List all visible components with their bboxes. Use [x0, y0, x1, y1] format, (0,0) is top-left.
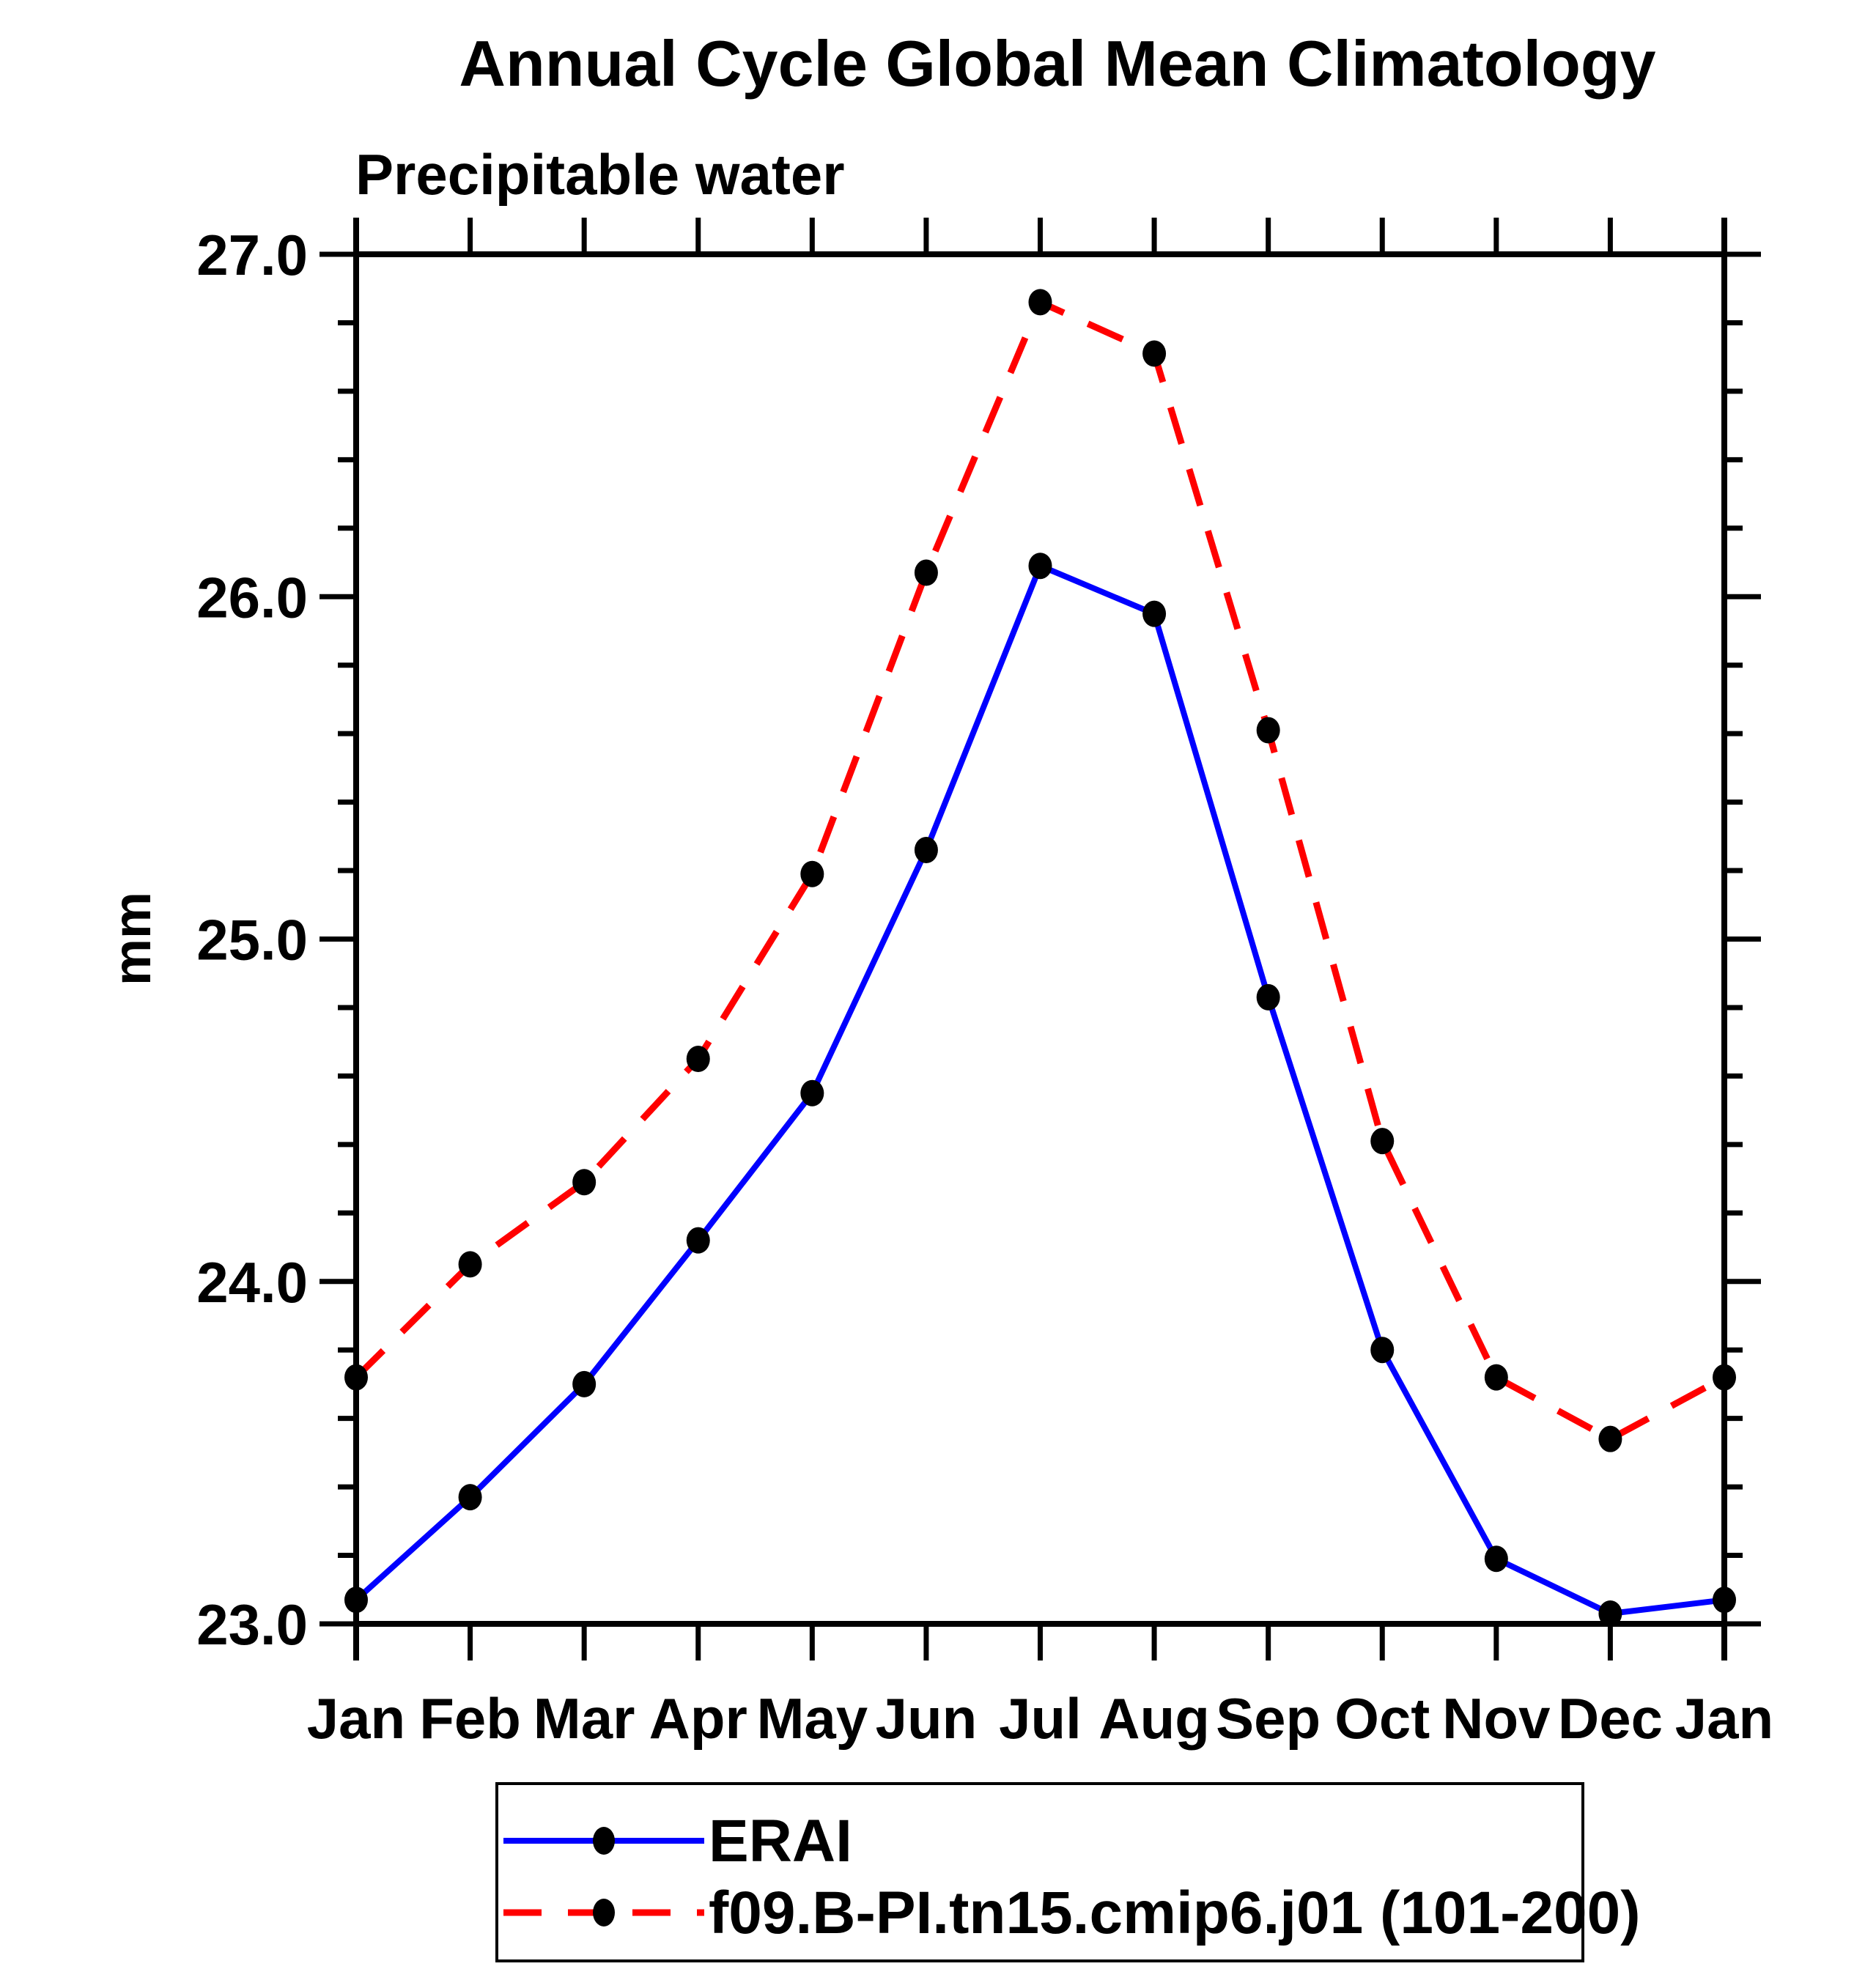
data-point-marker	[344, 1364, 368, 1391]
chart-subtitle: Precipitable water	[355, 142, 845, 207]
plot-series	[344, 289, 1736, 1627]
y-tick-label: 23.0	[196, 1592, 308, 1657]
x-tick-label: Oct	[1334, 1686, 1430, 1751]
legend-keys	[503, 1827, 704, 1926]
data-point-marker	[1370, 1337, 1395, 1364]
series-line-f09.B-PI.tn15.cmip6.j01 (101-200)	[353, 298, 1727, 1443]
data-point-marker	[344, 1586, 368, 1614]
data-point-marker	[1370, 1128, 1395, 1155]
data-point-marker	[1713, 1364, 1736, 1391]
data-point-marker	[1142, 340, 1167, 367]
x-tick-label: Feb	[419, 1686, 521, 1751]
y-tick-label: 24.0	[196, 1250, 308, 1315]
data-point-marker	[1598, 1425, 1622, 1452]
data-point-marker	[1256, 983, 1280, 1011]
x-tick-label: Dec	[1558, 1686, 1663, 1751]
plot-axes: Jan Feb Mar Apr May Jun Jul Aug Sep Oct Nov Dec Jan2…	[196, 218, 1773, 1751]
legend-label-f09: f09.B-PI.tn15.cmip6.j01 (101-200)	[709, 1880, 1641, 1946]
data-point-marker	[1028, 553, 1052, 580]
y-axis-label: mm	[103, 892, 162, 986]
data-point-marker	[1484, 1364, 1508, 1391]
y-tick-label: 25.0	[196, 908, 308, 972]
legend-marker	[593, 1899, 615, 1926]
data-point-marker	[914, 559, 938, 586]
data-point-marker	[572, 1169, 597, 1196]
data-point-marker	[1256, 717, 1280, 744]
x-tick-label: Mar	[533, 1686, 635, 1751]
y-tick-label: 26.0	[196, 565, 308, 629]
data-point-marker	[572, 1370, 597, 1397]
data-point-marker	[800, 860, 824, 887]
legend-box	[495, 1782, 1584, 1962]
data-point-marker	[458, 1251, 482, 1278]
legend: ERAI f09.B-PI.tn15.cmip6.j01 (101-200)	[495, 1782, 1641, 1962]
legend-label-erai: ERAI	[709, 1808, 852, 1874]
x-tick-label: Jul	[999, 1686, 1082, 1751]
chart-title: Annual Cycle Global Mean Climatology	[459, 27, 1655, 100]
x-tick-label: Sep	[1216, 1686, 1321, 1751]
x-tick-label: Jun	[876, 1686, 978, 1751]
series-line-ERAI	[354, 561, 1725, 1617]
x-tick-label: Jan	[1675, 1686, 1773, 1751]
data-point-marker	[914, 837, 938, 864]
x-tick-label: May	[756, 1686, 868, 1751]
data-point-marker	[1598, 1600, 1622, 1627]
data-point-marker	[686, 1046, 710, 1073]
legend-marker	[593, 1827, 615, 1855]
data-point-marker	[686, 1227, 710, 1254]
x-tick-label: Jan	[307, 1686, 405, 1751]
data-point-marker	[800, 1079, 824, 1107]
y-tick-label: 27.0	[196, 223, 308, 287]
x-tick-label: Aug	[1098, 1686, 1210, 1751]
data-point-marker	[1142, 600, 1167, 627]
x-tick-label: Apr	[649, 1686, 747, 1751]
data-point-marker	[1028, 289, 1052, 316]
x-tick-label: Nov	[1442, 1686, 1551, 1751]
data-point-marker	[458, 1484, 482, 1511]
data-point-marker	[1713, 1586, 1736, 1614]
data-point-marker	[1484, 1545, 1508, 1573]
